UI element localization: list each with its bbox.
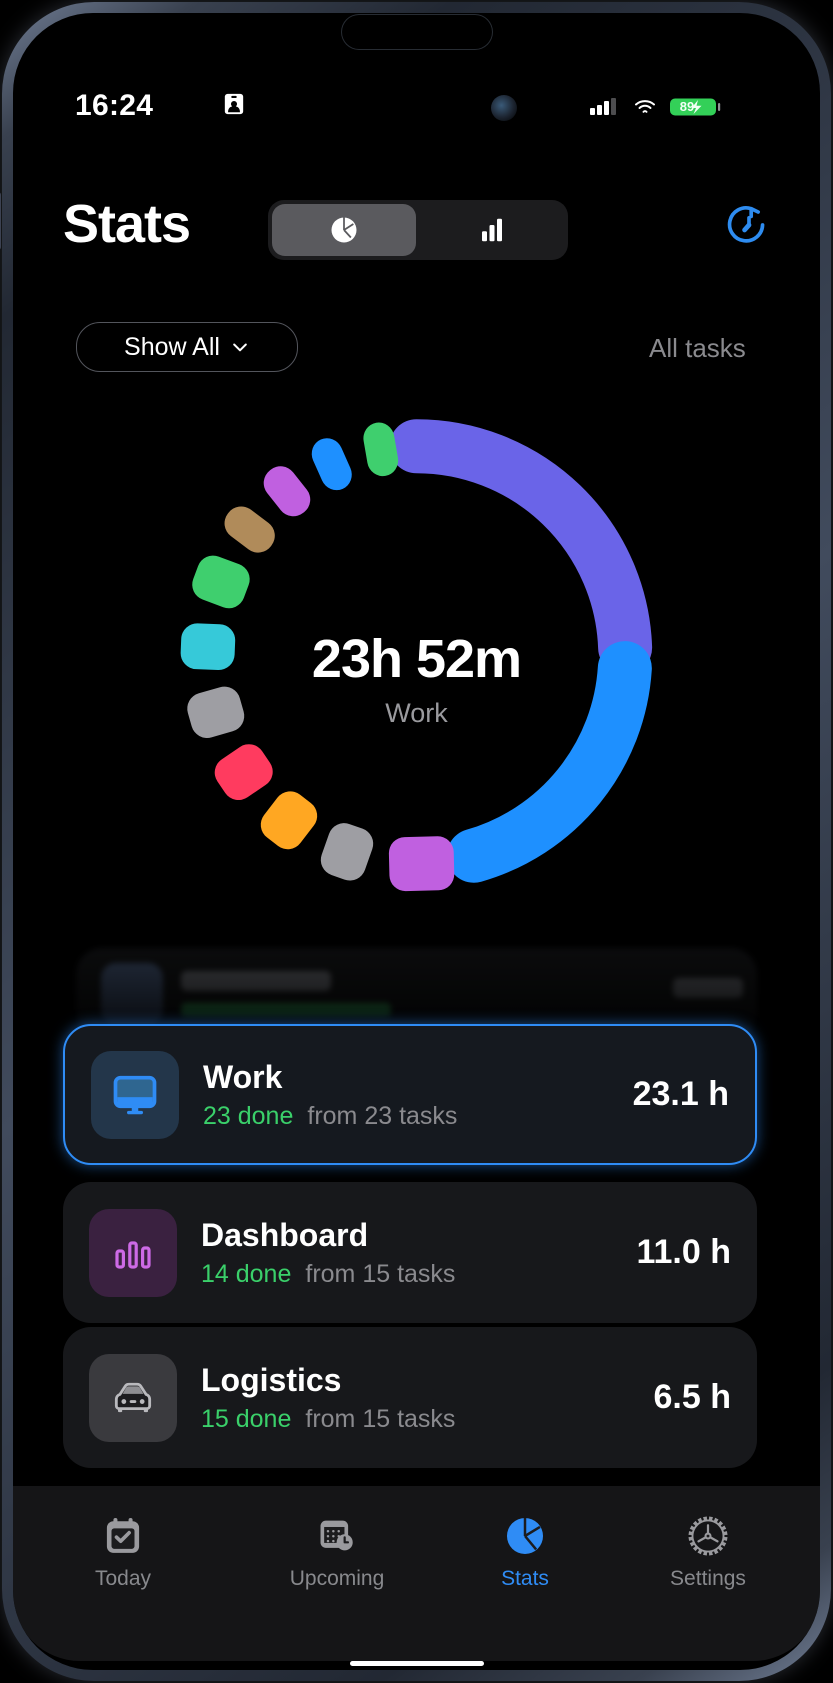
svg-text:89: 89 (680, 99, 694, 114)
